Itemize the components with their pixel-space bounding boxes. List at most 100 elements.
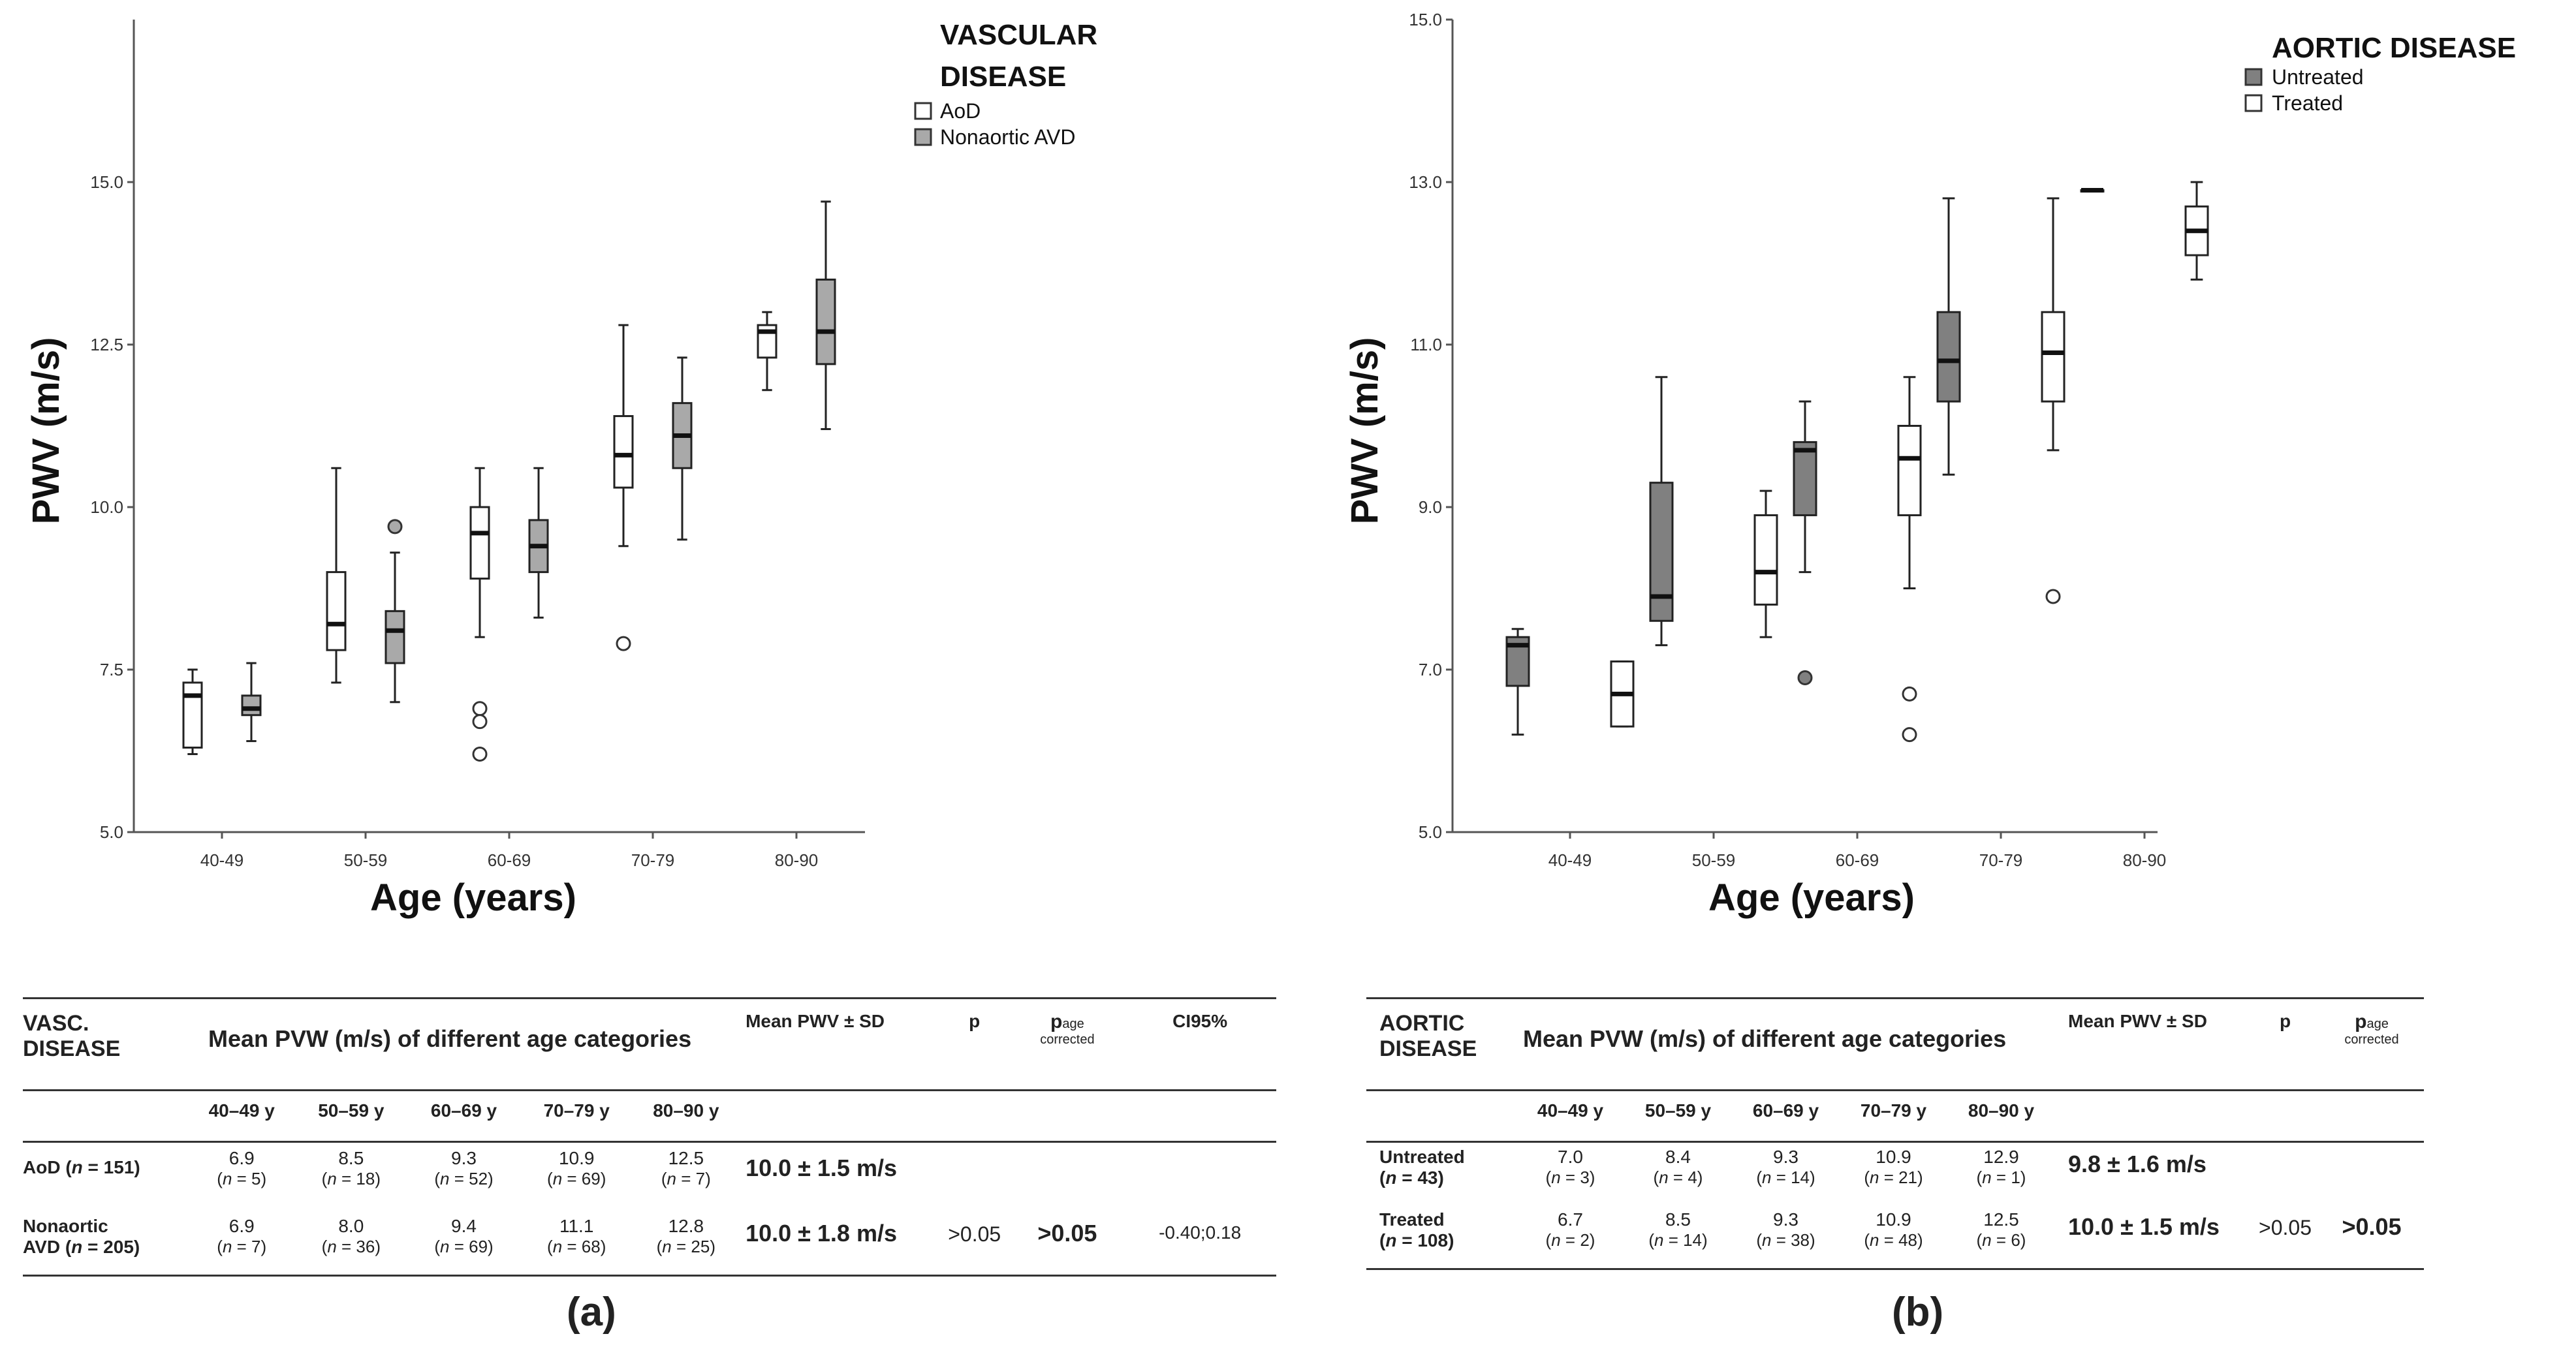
cell: 7.0 (n = 3) [1516, 1141, 1624, 1205]
cell-mean: 10.0 ± 1.8 m/s [739, 1212, 938, 1277]
table-age-row: 40–49 y 50–59 y 60–69 y 70–79 y 80–90 y [23, 1089, 1276, 1142]
y-tick-label: 7.5 [100, 660, 123, 679]
cell-value: 12.8 [668, 1216, 704, 1236]
box-outlier [1902, 727, 1917, 743]
cell-p [937, 1141, 1011, 1212]
x-tick-label: 80-90 [775, 850, 819, 870]
cell: 8.4 (n = 4) [1624, 1141, 1732, 1205]
cell-n: = 3) [1565, 1168, 1595, 1187]
cell-value: 11.1 [559, 1216, 594, 1236]
cell-value: 10.9 [558, 1148, 595, 1168]
cell-value: 6.9 [228, 1148, 255, 1168]
cell-mean: 10.0 ± 1.5 m/s [2055, 1205, 2251, 1270]
cell-value: 8.0 [338, 1216, 364, 1236]
cell: 12.8 (n = 25) [633, 1212, 740, 1277]
age-col-1: 40–49 y [1516, 1089, 1624, 1142]
header-mean: Mean PWV ± SD [2055, 997, 2251, 1091]
y-tick-label: 5.0 [100, 822, 123, 842]
p-age-sub2: corrected [1040, 1032, 1095, 1047]
y-tick-label: 5.0 [1419, 822, 1442, 842]
cell: 9.3 (n = 38) [1732, 1205, 1840, 1270]
cell-mean: 9.8 ± 1.6 m/s [2055, 1141, 2251, 1205]
cell-n: = 5) [236, 1169, 267, 1188]
box-outlier [2045, 589, 2061, 604]
box-body [1793, 441, 1817, 516]
header-p: p [2251, 997, 2319, 1091]
cell-value: 10.9 [1876, 1209, 1911, 1230]
x-tick-label: 40-49 [200, 850, 244, 870]
cell-n: = 2) [1565, 1230, 1595, 1250]
x-tick-label: 70-79 [1979, 850, 2023, 870]
table-header-row: AORTIC DISEASE Mean PVW (m/s) of differe… [1366, 997, 2424, 1091]
cell: 9.3 (n = 14) [1732, 1141, 1840, 1205]
age-col-2: 50–59 y [294, 1089, 408, 1142]
row-label-n: n [1385, 1168, 1397, 1188]
row-label-post: = 151) [82, 1157, 140, 1177]
panel-label-a: (a) [567, 1290, 616, 1335]
cell: 6.7 (n = 2) [1516, 1205, 1624, 1270]
cell: 10.9 (n = 48) [1840, 1205, 1947, 1270]
x-tick-label: 70-79 [631, 850, 675, 870]
cell-n: = 69) [567, 1169, 606, 1188]
age-col-1: 40–49 y [188, 1089, 295, 1142]
row-label-n: n [71, 1157, 83, 1177]
cell-mean: 10.0 ± 1.5 m/s [739, 1141, 938, 1212]
legend-title-line-1: VASCULAR [940, 19, 1097, 51]
row-label-n: n [1385, 1230, 1397, 1250]
age-col-3: 60–69 y [407, 1089, 520, 1142]
x-tick-label: 40-49 [1548, 850, 1592, 870]
cell: 9.4 (n = 69) [407, 1212, 520, 1277]
cell: 6.9 (n = 7) [188, 1212, 295, 1277]
legend-label-untreated: Untreated [2272, 65, 2364, 89]
y-axis-title: PWV (m/s) [1343, 337, 1386, 525]
legend-title: AORTIC DISEASE [2272, 32, 2516, 64]
cell-n: = 14) [1776, 1168, 1815, 1187]
y-tick-label: 15.0 [90, 172, 123, 192]
chart-panel-b: PWV (m/s) Age (years) AORTIC DISEASE Unt… [1343, 10, 2516, 919]
age-col-2: 50–59 y [1624, 1089, 1732, 1142]
box-body [385, 610, 405, 664]
cell: 10.9 (n = 21) [1840, 1141, 1947, 1205]
x-tick-label: 50-59 [1692, 850, 1736, 870]
x-tick-label: 60-69 [488, 850, 531, 870]
header-label-line-1: VASC. [23, 1011, 89, 1036]
cell-n: = 18) [341, 1169, 381, 1188]
row-label-pre2: ( [1379, 1230, 1386, 1250]
header-disease-label: VASC. DISEASE [23, 997, 189, 1091]
row-label-pre2: ( [1379, 1168, 1386, 1188]
box-body [326, 571, 347, 651]
table-age-row: 40–49 y 50–59 y 60–69 y 70–79 y 80–90 y [1366, 1089, 2424, 1142]
box-outlier [472, 701, 488, 717]
legend-swatch-nonaortic-avd [914, 128, 932, 146]
x-tick-label: 60-69 [1836, 850, 1879, 870]
legend-label-aod: AoD [940, 99, 981, 123]
x-tick-label: 50-59 [344, 850, 388, 870]
cell-n: = 14) [1668, 1230, 1708, 1250]
p-header-text: p [969, 1011, 981, 1031]
age-col-5: 80–90 y [633, 1089, 740, 1142]
group-title-text: Mean PVW (m/s) of different age categori… [1523, 1025, 2007, 1052]
box-body [1897, 425, 1922, 516]
row-label-post: = 108) [1396, 1230, 1454, 1250]
cell-n: = 52) [454, 1169, 494, 1188]
header-ci: CI95% [1123, 997, 1276, 1091]
mean-header-text: Mean PWV ± SD [746, 1011, 885, 1031]
box-body [2041, 311, 2066, 403]
row-label-post: = 205) [82, 1237, 140, 1257]
y-tick-label: 11.0 [1410, 335, 1442, 354]
legend-label-nonaortic-avd: Nonaortic AVD [940, 125, 1076, 149]
cell-n: = 25) [676, 1237, 715, 1256]
p-age-sub: age [2366, 1017, 2389, 1031]
legend-label-treated: Treated [2272, 91, 2343, 115]
cell-p-age [2319, 1141, 2424, 1205]
box-body [815, 278, 836, 365]
legend-swatch-untreated [2244, 68, 2263, 86]
p-age-sub: age [1062, 1017, 1084, 1031]
cell-n: = 69) [454, 1237, 494, 1256]
p-age-sub2: corrected [2344, 1032, 2399, 1047]
box-body [469, 506, 490, 580]
cell: 12.9 (n = 1) [1947, 1141, 2055, 1205]
cell-n: = 7) [681, 1169, 711, 1188]
cell-p-age: >0.05 [1011, 1212, 1124, 1277]
cell-value: 8.4 [1665, 1147, 1691, 1167]
